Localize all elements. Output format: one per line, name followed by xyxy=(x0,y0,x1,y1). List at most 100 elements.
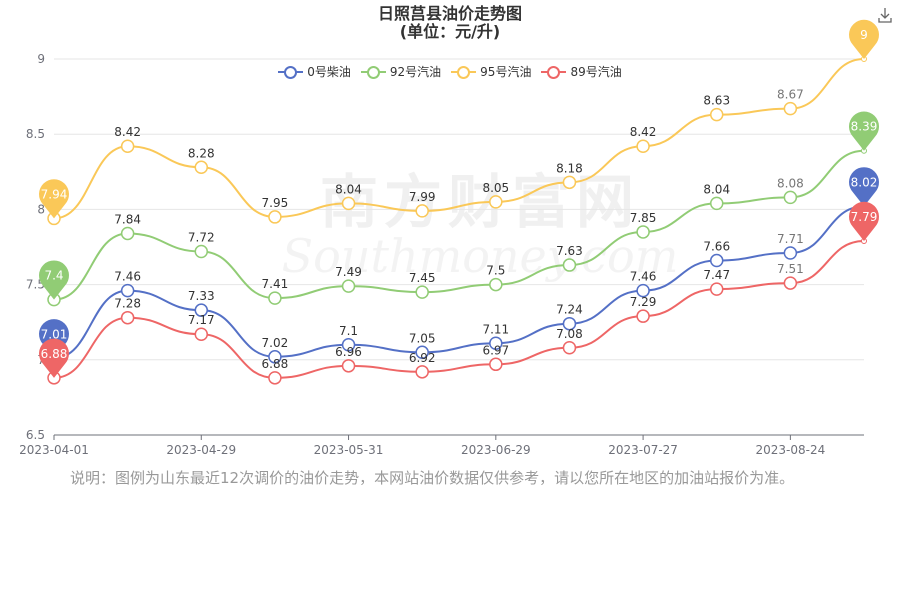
gasoline-89-point[interactable] xyxy=(489,357,503,372)
gasoline-92-point[interactable] xyxy=(562,258,577,272)
gasoline-95-data-label: 8.63 xyxy=(703,94,730,108)
gasoline-92-first-markpoint xyxy=(39,260,69,300)
diesel-0-point[interactable] xyxy=(120,283,135,298)
y-tick-label: 8.5 xyxy=(26,127,45,141)
gasoline-89-data-label: 7.51 xyxy=(777,262,804,276)
gasoline-95-point[interactable] xyxy=(709,107,724,122)
gasoline-89-last-markpoint-label: 7.79 xyxy=(851,210,878,224)
gasoline-89-data-label: 6.88 xyxy=(262,357,289,371)
diesel-0-point[interactable] xyxy=(194,303,209,317)
gasoline-95-point[interactable] xyxy=(636,139,650,153)
gasoline-92-data-label: 8.04 xyxy=(703,182,730,196)
gasoline-92-point[interactable] xyxy=(194,244,209,259)
gasoline-95-point[interactable] xyxy=(194,160,209,175)
watermark-cn: 南方财富网 xyxy=(320,168,640,236)
legend-item-gasoline-89[interactable]: 89号汽油 xyxy=(541,63,622,80)
gasoline-89-data-label: 7.17 xyxy=(188,313,215,327)
diesel-0-point[interactable] xyxy=(709,253,724,268)
legend-swatch xyxy=(451,65,477,79)
diesel-0-data-label: 7.33 xyxy=(188,289,215,303)
gasoline-89-point[interactable] xyxy=(194,327,209,341)
gasoline-95-point[interactable] xyxy=(341,196,356,211)
diesel-0-line xyxy=(53,205,865,360)
diesel-0-point[interactable] xyxy=(415,345,429,360)
gasoline-95-last-markpoint-label: 9 xyxy=(860,28,868,42)
gasoline-95-data-label: 8.05 xyxy=(482,181,509,195)
gasoline-89-first-markpoint xyxy=(39,338,69,378)
diesel-0-data-label: 7.05 xyxy=(409,331,436,345)
gasoline-95-first-markpoint-label: 7.94 xyxy=(41,187,68,201)
gasoline-92-point[interactable] xyxy=(783,190,798,205)
legend-item-gasoline-92[interactable]: 92号汽油 xyxy=(360,63,442,80)
legend-swatch xyxy=(360,65,386,79)
gasoline-89-point[interactable] xyxy=(268,371,282,385)
gasoline-92-point[interactable] xyxy=(709,196,724,211)
gasoline-95-point[interactable] xyxy=(562,175,577,190)
legend-label: 89号汽油 xyxy=(570,65,622,79)
gasoline-89-point[interactable] xyxy=(636,309,650,323)
gasoline-92-data-label: 7.84 xyxy=(114,212,141,226)
legend-swatch xyxy=(278,65,304,79)
gasoline-92-point[interactable] xyxy=(636,225,650,239)
gasoline-89-data-label: 6.92 xyxy=(409,351,436,365)
gasoline-92-point[interactable] xyxy=(415,285,429,299)
gasoline-95-point[interactable] xyxy=(120,139,135,153)
diesel-0-point[interactable] xyxy=(636,283,650,298)
x-tick-label: 2023-07-27 xyxy=(608,443,678,457)
chart-legend: 0号柴油 92号汽油 95号汽油 89号汽油 xyxy=(0,63,900,82)
legend-item-gasoline-95[interactable]: 95号汽油 xyxy=(451,63,531,80)
diesel-0-last-markpoint-label: 8.02 xyxy=(851,175,878,189)
gasoline-92-point[interactable] xyxy=(341,279,356,293)
gasoline-95-point[interactable] xyxy=(415,204,429,218)
gasoline-95-line xyxy=(53,58,865,220)
gasoline-95-point[interactable] xyxy=(268,210,282,224)
gasoline-92-data-label: 7.63 xyxy=(556,244,583,258)
gasoline-89-point[interactable] xyxy=(415,365,429,379)
gasoline-92-point[interactable] xyxy=(489,277,503,292)
gasoline-95-point[interactable] xyxy=(783,101,798,116)
gasoline-95-data-label: 8.04 xyxy=(335,182,362,196)
watermark-en: Southmoney.com xyxy=(282,229,679,283)
gasoline-92-data-label: 7.85 xyxy=(630,211,657,225)
gasoline-89-point[interactable] xyxy=(120,310,135,325)
gasoline-89-first-markpoint-label: 6.88 xyxy=(41,347,68,361)
gasoline-95-data-label: 8.42 xyxy=(114,125,141,139)
x-tick-label: 2023-04-01 xyxy=(19,443,89,457)
x-tick-label: 2023-06-29 xyxy=(461,443,531,457)
gasoline-92-data-label: 7.45 xyxy=(409,271,436,285)
legend-label: 92号汽油 xyxy=(389,65,442,79)
legend-item-diesel-0[interactable]: 0号柴油 xyxy=(278,63,351,80)
diesel-0-first-markpoint-label: 7.01 xyxy=(41,327,68,341)
gasoline-92-point[interactable] xyxy=(120,226,135,241)
gasoline-95-last-markpoint xyxy=(849,19,879,59)
diesel-0-point[interactable] xyxy=(268,350,282,364)
y-tick-label: 6.5 xyxy=(26,428,45,442)
gasoline-89-data-label: 7.47 xyxy=(703,268,730,282)
gasoline-95-data-label: 8.67 xyxy=(777,88,804,102)
diesel-0-point[interactable] xyxy=(783,246,798,260)
gasoline-95-data-label: 8.28 xyxy=(188,146,215,160)
diesel-0-data-label: 7.24 xyxy=(556,303,583,317)
diesel-0-data-label: 7.11 xyxy=(482,322,509,336)
gasoline-92-point[interactable] xyxy=(268,291,282,305)
gasoline-89-data-label: 6.97 xyxy=(482,343,509,357)
diesel-0-point[interactable] xyxy=(562,316,577,331)
gasoline-95-data-label: 8.42 xyxy=(630,125,657,139)
gasoline-92-last-markpoint xyxy=(849,111,880,151)
gasoline-95-point[interactable] xyxy=(489,195,503,209)
diesel-0-point[interactable] xyxy=(341,338,356,352)
diesel-0-data-label: 7.46 xyxy=(114,270,141,284)
gasoline-89-point[interactable] xyxy=(783,276,798,290)
gasoline-92-data-label: 8.08 xyxy=(777,176,804,190)
download-icon[interactable] xyxy=(876,6,894,24)
gasoline-89-data-label: 7.29 xyxy=(630,295,657,309)
gasoline-89-point[interactable] xyxy=(562,341,577,355)
diesel-0-point[interactable] xyxy=(489,336,503,351)
gasoline-89-point[interactable] xyxy=(709,282,724,296)
gasoline-89-point[interactable] xyxy=(341,359,356,373)
y-tick-label: 8 xyxy=(37,202,45,216)
diesel-0-data-label: 7.66 xyxy=(703,240,730,254)
diesel-0-data-label: 7.1 xyxy=(339,324,358,338)
diesel-0-data-label: 7.46 xyxy=(630,270,657,284)
